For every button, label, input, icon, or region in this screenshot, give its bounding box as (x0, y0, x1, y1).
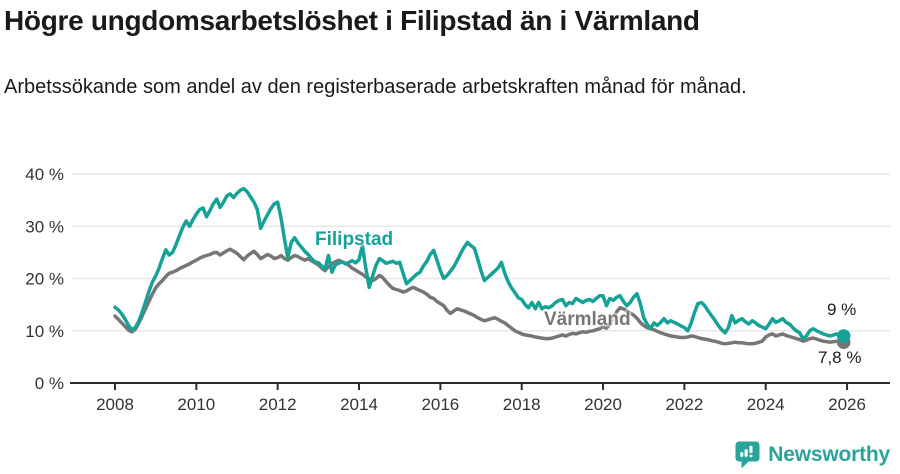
series-label-filipstad: Filipstad (315, 229, 394, 250)
newsworthy-bubble-chart-icon (735, 441, 760, 469)
x-axis-label: 2016 (421, 395, 459, 414)
filipstad-line (113, 186, 846, 341)
y-axis-label: 30 % (25, 217, 64, 236)
chart-title: Högre ungdomsarbetslöshet i Filipstad än… (4, 5, 700, 36)
y-axis-label: 20 % (25, 270, 64, 289)
y-axis-label: 0 % (35, 374, 64, 393)
x-axis-label: 2014 (340, 395, 378, 414)
x-axis-label: 2008 (96, 395, 134, 414)
x-axis-label: 2010 (177, 395, 215, 414)
x-axis-label: 2022 (665, 395, 703, 414)
y-axis-label: 40 % (25, 165, 64, 184)
end-value-varmland: 7,8 % (818, 348, 862, 367)
series-label-varmland: Värmland (544, 309, 631, 330)
newsworthy-logo-text: Newsworthy (768, 443, 890, 466)
newsworthy-branding: Newsworthy (735, 441, 890, 469)
x-axis-label: 2026 (828, 395, 866, 414)
x-axis-label: 2012 (259, 395, 297, 414)
x-axis-label: 2018 (503, 395, 541, 414)
x-axis-label: 2020 (584, 395, 622, 414)
varmland-line (113, 247, 846, 346)
end-value-filipstad: 9 % (827, 300, 857, 319)
y-axis-label: 10 % (25, 322, 64, 341)
x-axis-label: 2024 (747, 395, 785, 414)
chart-subtitle: Arbetssökande som andel av den registerb… (4, 76, 747, 98)
filipstad-end-dot (836, 329, 851, 343)
